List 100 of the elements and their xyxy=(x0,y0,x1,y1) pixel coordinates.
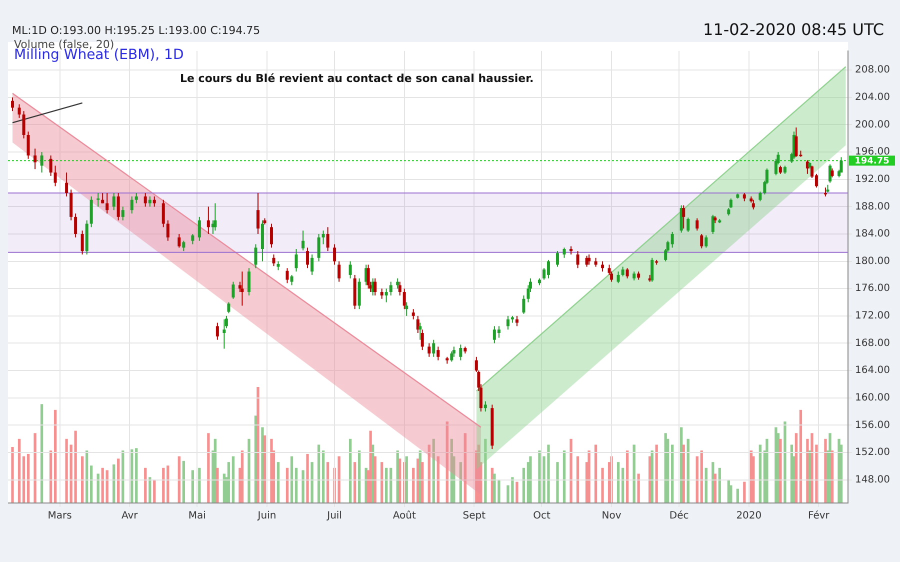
candlestick xyxy=(74,213,78,238)
candlestick xyxy=(556,250,559,268)
bar xyxy=(101,468,104,503)
bar xyxy=(166,466,170,503)
candlestick xyxy=(162,199,165,228)
candlestick xyxy=(254,244,258,269)
bar xyxy=(516,482,518,503)
candlestick xyxy=(144,192,147,208)
candlestick xyxy=(333,244,336,266)
bar xyxy=(464,433,466,503)
bar xyxy=(302,470,304,503)
y-tick-label: 208.00 xyxy=(855,64,890,76)
candlestick xyxy=(384,288,388,303)
candlestick xyxy=(601,260,604,272)
candlestick xyxy=(405,302,408,316)
bar xyxy=(11,446,14,503)
x-tick-label: Févr xyxy=(808,510,830,522)
candlestick xyxy=(49,154,52,176)
bar xyxy=(686,438,690,503)
bar xyxy=(374,456,376,503)
bar xyxy=(779,438,782,503)
bar xyxy=(54,410,57,503)
bar xyxy=(428,444,430,503)
candlestick xyxy=(380,288,384,300)
bar xyxy=(80,456,84,503)
bar xyxy=(601,468,604,503)
bar xyxy=(369,430,372,503)
bar xyxy=(306,454,309,503)
y-tick-label: 192.00 xyxy=(855,174,890,185)
bar xyxy=(348,438,352,503)
candlestick xyxy=(682,204,686,230)
candlestick xyxy=(90,196,93,228)
bar xyxy=(162,468,165,503)
candlestick xyxy=(729,198,732,209)
bar xyxy=(353,462,356,503)
y-tick-label: 160.00 xyxy=(855,392,890,404)
x-tick-label: Déc xyxy=(669,510,689,522)
bar xyxy=(178,456,180,503)
y-tick-label: 176.00 xyxy=(855,283,890,294)
ref-line-label: 194.75 xyxy=(854,156,890,166)
candlestick xyxy=(65,172,68,197)
bar xyxy=(276,462,280,503)
candlestick xyxy=(214,202,217,232)
candlestick xyxy=(134,192,138,204)
candlestick xyxy=(317,233,320,262)
x-tick-label: Mai xyxy=(188,510,206,522)
candlestick xyxy=(700,233,704,249)
candlestick xyxy=(402,288,406,310)
bar xyxy=(416,458,420,503)
bar xyxy=(144,468,147,503)
bar xyxy=(766,438,768,503)
bar xyxy=(26,454,30,503)
candlestick xyxy=(686,217,690,232)
bar xyxy=(594,444,598,503)
candlestick xyxy=(121,206,124,221)
candlestick xyxy=(374,278,377,296)
candlestick xyxy=(182,240,186,252)
bar xyxy=(390,468,392,503)
candlestick xyxy=(522,294,526,314)
candlestick xyxy=(302,230,305,251)
x-tick-label: Oct xyxy=(533,510,550,522)
bar xyxy=(714,474,716,503)
candlestick xyxy=(18,104,21,118)
bar xyxy=(484,438,487,503)
bar xyxy=(310,462,314,503)
bar xyxy=(317,444,320,503)
candlestick xyxy=(272,254,276,267)
candlestick xyxy=(148,196,152,208)
candlestick xyxy=(286,268,289,284)
y-tick-label: 180.00 xyxy=(855,256,890,267)
bar xyxy=(385,468,388,503)
y-tick-label: 204.00 xyxy=(855,92,890,104)
y-tick-label: 148.00 xyxy=(855,474,890,486)
y-tick-label: 200.00 xyxy=(855,119,890,130)
bar xyxy=(405,456,408,503)
y-tick-label: 188.00 xyxy=(855,201,890,212)
candlestick xyxy=(270,223,273,248)
candlestick xyxy=(626,268,629,279)
bar xyxy=(718,468,721,503)
candlestick xyxy=(34,148,37,170)
bar xyxy=(40,404,44,503)
candlestick xyxy=(152,196,156,208)
chart-subtitle: ML:1D O:193.00 H:195.25 L:193.00 C:194.75 xyxy=(12,24,260,37)
candlestick xyxy=(54,165,57,187)
bar xyxy=(380,462,384,503)
bar xyxy=(459,462,462,503)
bar xyxy=(135,448,138,503)
candlestick xyxy=(247,268,250,296)
bar xyxy=(696,456,698,503)
candlestick xyxy=(436,346,440,361)
y-tick-label: 168.00 xyxy=(855,338,890,349)
candlestick xyxy=(506,315,510,330)
bar xyxy=(655,444,658,503)
candlestick xyxy=(450,350,454,362)
bar xyxy=(436,456,440,503)
bar xyxy=(529,456,532,503)
bar xyxy=(758,444,762,503)
candlestick xyxy=(222,318,226,350)
candlestick xyxy=(497,326,500,338)
bar xyxy=(286,468,289,503)
